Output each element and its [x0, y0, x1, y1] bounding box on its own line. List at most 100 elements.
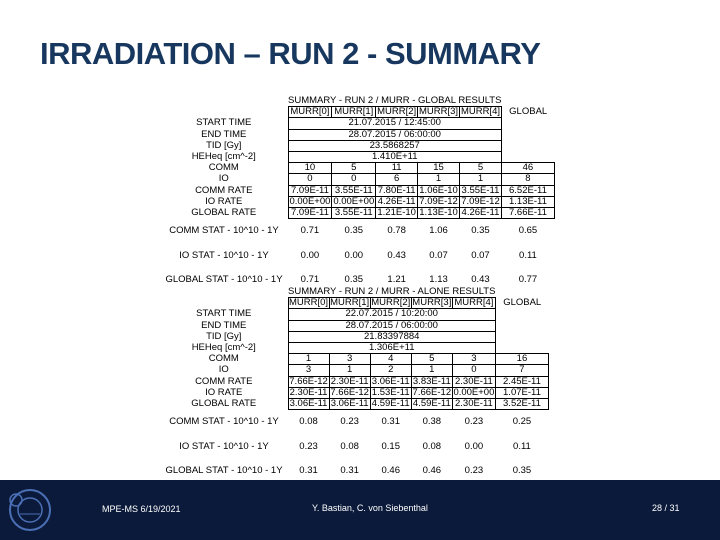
footer-bar: MPE-MS 6/19/2021 Y. Bastian, C. von Sieb… — [0, 480, 720, 540]
table-row: COMM 10 5 11 15 5 46 — [160, 162, 555, 175]
table-cell: 1.07E-11 — [494, 386, 549, 400]
table-cell: 0.00E+00 — [451, 386, 496, 400]
table-cell: 0 — [287, 173, 333, 186]
row-label: TID [Gy] — [206, 140, 242, 151]
table-cell: 0.23 — [340, 416, 359, 428]
blank-cell — [160, 107, 288, 118]
table-row: IO RATE 2.30E-11 7.66E-12 1.53E-11 7.66E-12 0… — [160, 386, 549, 400]
column-header: MURR[0] — [287, 297, 330, 310]
table-row: HEHeq [cm^-2] 1.410E+11 — [160, 151, 554, 164]
table-cell: 1.13 — [429, 274, 448, 286]
table-cell: 7.09E-12 — [459, 195, 502, 209]
table-cell: 46 — [500, 162, 555, 175]
table-cell: 0.00 — [464, 440, 484, 452]
row-label: HEHeq [cm^-2] — [191, 151, 256, 163]
table-cell: 3 — [451, 353, 496, 366]
row-label: GLOBAL STAT - 10^10 - 1Y — [165, 274, 283, 286]
row-label: COMM STAT - 10^10 - 1Y — [169, 224, 279, 236]
table-heading-row: SUMMARY - RUN 2 / MURR - GLOBAL RESULTS — [160, 96, 554, 107]
table-cell: 1 — [459, 173, 502, 186]
table-cell: 1.06E-10 — [417, 184, 460, 197]
table-cell: 3 — [328, 353, 371, 366]
table-cell: 0 — [451, 364, 496, 377]
table-cell: 4.26E-11 — [459, 207, 502, 220]
stat-row: COMM STAT - 10^10 - 1Y 0.08 0.23 0.31 0.38 0.… — [160, 410, 548, 435]
table-row: IO RATE 0.00E+00 0.00E+00 4.26E-11 7.09E-12 7… — [160, 195, 555, 209]
table-row: HEHeq [cm^-2] 1.306E+11 — [160, 342, 548, 355]
table-cell: 0.07 — [471, 249, 490, 261]
row-value: 28.07.2015 / 06:00:00 — [287, 128, 502, 141]
row-label: COMM — [208, 353, 239, 365]
table-cell: 0.07 — [429, 249, 448, 261]
table-cell: 0.11 — [513, 440, 531, 452]
table-cell: 1.21 — [387, 274, 406, 286]
table-cell: 1 — [417, 173, 460, 186]
table-row: GLOBAL RATE 7.09E-11 3.55E-11 1.21E-10 1.13E… — [160, 207, 555, 220]
row-label: END TIME — [201, 320, 247, 331]
row-label: COMM RATE — [195, 185, 253, 196]
table-cell: 0.77 — [518, 274, 538, 286]
column-header: MURR[1] — [328, 297, 371, 310]
blank-cell — [501, 96, 554, 107]
row-label: IO RATE — [205, 387, 243, 398]
table-cell: 0.31 — [381, 416, 400, 428]
table-cell: 0.08 — [422, 440, 442, 452]
table-cell: 4.59E-11 — [410, 398, 453, 411]
table-row: TID [Gy] 23.5868257 — [160, 139, 554, 153]
blank-cell — [501, 152, 554, 163]
table-cell: 8 — [500, 173, 555, 186]
table-cell: 0.46 — [381, 465, 400, 477]
column-header: MURR[0] — [287, 106, 333, 119]
row-label: IO STAT - 10^10 - 1Y — [179, 440, 269, 452]
table-cell: 3.83E-11 — [410, 375, 453, 388]
stat-row: GLOBAL STAT - 10^10 - 1Y 0.71 0.35 1.21 1.13… — [160, 268, 554, 293]
row-label: COMM — [208, 162, 239, 174]
table-cell: 0.23 — [299, 440, 318, 452]
table-cell: 3 — [287, 364, 330, 377]
table-cell: 2.30E-11 — [328, 375, 371, 388]
table-cell: 7.09E-11 — [287, 207, 333, 220]
table-cell: 1 — [328, 364, 371, 377]
row-label: END TIME — [201, 129, 247, 140]
table-cell: 6.52E-11 — [500, 184, 555, 197]
table-cell: 1.13E-11 — [500, 195, 555, 209]
column-header-row: MURR[0] MURR[1] MURR[2] MURR[3] MURR[4] GLOBA… — [160, 297, 548, 310]
row-label: GLOBAL STAT - 10^10 - 1Y — [165, 465, 283, 477]
table-cell: 0.43 — [387, 249, 406, 261]
table-cell: 10 — [287, 162, 333, 175]
row-value: 1.306E+11 — [287, 342, 496, 355]
table-cell: 0.00E+00 — [331, 195, 377, 209]
row-label: START TIME — [196, 308, 252, 320]
table-row: END TIME 28.07.2015 / 06:00:00 — [160, 128, 554, 141]
row-value: 21.07.2015 / 12:45:00 — [287, 117, 502, 130]
table-cell: 3.55E-11 — [331, 184, 377, 197]
row-label: COMM RATE — [195, 376, 253, 387]
table-cell: 0.46 — [422, 465, 442, 477]
table-row: GLOBAL RATE 3.06E-11 3.06E-11 4.59E-11 4.59E… — [160, 398, 549, 411]
table-cell: 2.30E-11 — [451, 398, 496, 411]
table-cell: 7.66E-11 — [500, 207, 555, 220]
table-cell: 1.06 — [429, 225, 448, 237]
row-label: IO STAT - 10^10 - 1Y — [179, 249, 269, 261]
table-cell: 0.08 — [340, 440, 359, 452]
blank-cell — [501, 118, 554, 129]
table-row: START TIME 21.07.2015 / 12:45:00 — [160, 117, 554, 130]
table-cell: 3.06E-11 — [328, 398, 371, 411]
table-cell: 0.00 — [300, 249, 320, 261]
table-cell: 0.15 — [381, 440, 400, 452]
row-label: GLOBAL RATE — [191, 207, 257, 219]
alone-results-table: SUMMARY - RUN 2 / MURR - ALONE RESULTS MU… — [160, 287, 549, 484]
blank-cell — [495, 309, 548, 320]
table-cell: 0.23 — [464, 416, 484, 428]
blank-cell — [160, 287, 288, 298]
table-heading: SUMMARY - RUN 2 / MURR - GLOBAL RESULTS — [288, 96, 502, 106]
row-label: GLOBAL RATE — [191, 398, 257, 410]
table-cell: 7.09E-12 — [417, 195, 460, 209]
table-cell: 3.52E-11 — [494, 398, 549, 411]
table-row: IO 0 0 6 1 1 8 — [160, 173, 555, 186]
table-row: COMM RATE 7.09E-11 3.55E-11 7.80E-11 1.06E-1… — [160, 184, 555, 197]
table-cell: 2.30E-11 — [451, 375, 496, 388]
table-cell: 4 — [369, 353, 412, 366]
column-header: MURR[3] — [410, 297, 453, 310]
table-cell: 1.21E-10 — [375, 207, 419, 220]
